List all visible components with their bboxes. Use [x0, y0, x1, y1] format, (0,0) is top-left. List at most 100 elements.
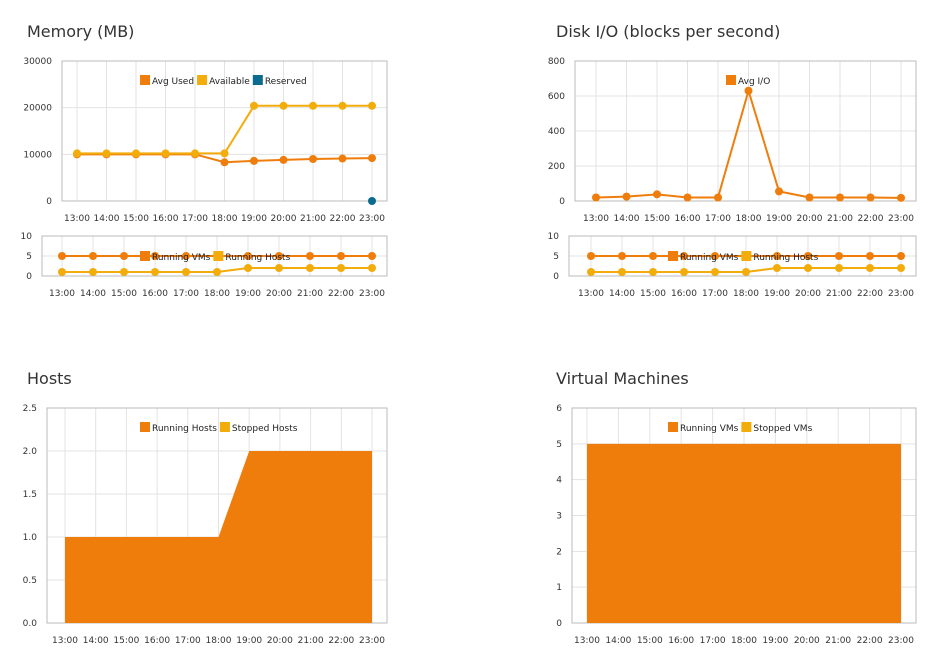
memory-sub-legend-label: Running VMs	[152, 253, 211, 263]
memory-sub-ytick-label: 0	[26, 272, 32, 282]
memory-xtick-label: 14:00	[94, 214, 120, 224]
memory-xtick-label: 13:00	[64, 214, 90, 224]
memory-sub-xtick-label: 21:00	[297, 289, 323, 299]
hosts-ytick-label: 1.0	[23, 533, 38, 543]
memory-ytick-label: 0	[46, 197, 52, 207]
memory-xtick-label: 18:00	[212, 214, 238, 224]
memory-plot-frame	[61, 60, 388, 202]
disk-sub-xtick-label: 20:00	[795, 289, 821, 299]
memory-series-1-point	[309, 101, 317, 110]
memory-sub-legend-swatch	[140, 251, 150, 261]
disk-series-0-point	[592, 193, 600, 202]
memory-series-1-point	[338, 101, 347, 110]
vms-ytick-label: 3	[556, 512, 562, 522]
hosts-xtick-label: 13:00	[52, 636, 78, 646]
disk-series-0-point	[683, 193, 692, 202]
hosts-xtick-label: 21:00	[298, 636, 324, 646]
hosts-xtick-label: 17:00	[175, 636, 201, 646]
disk-sub-xtick-label: 16:00	[671, 289, 697, 299]
memory-sub-plot-frame	[41, 235, 388, 277]
memory-sub-xtick-label: 14:00	[80, 289, 106, 299]
memory-ytick-label: 10000	[23, 150, 52, 160]
disk-sub-ytick-label: 0	[553, 272, 559, 282]
disk-xtick-label: 13:00	[583, 214, 609, 224]
memory-series-2-point	[368, 197, 376, 205]
memory-series-0-point	[368, 154, 376, 163]
vms-xtick-label: 20:00	[794, 636, 820, 646]
disk-legend-swatch	[726, 75, 736, 85]
vms-ytick-label: 2	[556, 547, 562, 557]
memory-series-1-point	[132, 149, 140, 158]
disk-series-0-point	[805, 193, 814, 202]
memory-series-1-point	[250, 101, 258, 110]
memory-series-1-point	[368, 101, 376, 110]
disk-ytick-label: 0	[559, 197, 565, 207]
memory-sub-series-1-point	[306, 264, 314, 272]
memory-xtick-label: 19:00	[241, 214, 267, 224]
vms-legend-label: Running VMs	[680, 424, 739, 434]
disk-sub-series-0-point	[773, 252, 781, 260]
memory-xtick-label: 20:00	[271, 214, 297, 224]
disk-legend-label: Avg I/O	[738, 77, 770, 87]
memory-sub-series-0-point	[368, 252, 376, 260]
memory-sub-series-0-point	[182, 252, 190, 260]
disk-sub-series-1-point	[742, 268, 750, 276]
disk-sub-series-1-point	[773, 264, 781, 272]
disk-series-0-point	[897, 193, 905, 202]
vms-xtick-label: 16:00	[668, 636, 694, 646]
memory-sub-ytick-label: 5	[26, 252, 32, 262]
memory-sub-series-1-point	[213, 268, 221, 276]
memory-title: Memory (MB)	[27, 22, 135, 41]
disk-sub-legend-label: Running Hosts	[753, 253, 818, 263]
hosts-ytick-label: 0.0	[23, 619, 38, 629]
disk-sub-series-0-point	[618, 252, 626, 260]
vms-xtick-label: 13:00	[574, 636, 600, 646]
disk-series-0-point	[836, 193, 844, 202]
memory-sub-series-1-point	[58, 268, 66, 276]
disk-xtick-label: 15:00	[644, 214, 670, 224]
memory-sub-xtick-label: 19:00	[235, 289, 261, 299]
memory-sub-series-0-point	[151, 252, 159, 260]
vms-ytick-label: 4	[556, 476, 562, 486]
disk-sub-ytick-label: 10	[548, 232, 560, 242]
memory-sub-xtick-label: 18:00	[204, 289, 230, 299]
memory-legend-label: Avg Used	[152, 77, 194, 87]
disk-xtick-label: 22:00	[858, 214, 884, 224]
vms-series-0-area	[587, 443, 901, 623]
vms-xtick-label: 19:00	[762, 636, 788, 646]
hosts-title: Hosts	[27, 369, 72, 388]
memory-sub-series-1-point	[244, 264, 252, 272]
vms-legend-label: Stopped VMs	[753, 424, 812, 434]
vms-xtick-label: 23:00	[888, 636, 914, 646]
vms-xtick-label: 17:00	[700, 636, 726, 646]
memory-xtick-label: 21:00	[300, 214, 326, 224]
memory-sub-series-1-point	[368, 264, 376, 272]
memory-sub-series-0-point	[275, 252, 283, 260]
disk-sub-series-0-point	[835, 252, 843, 260]
hosts-xtick-label: 19:00	[236, 636, 262, 646]
disk-sub-legend-swatch	[741, 251, 752, 261]
disk-ytick-label: 600	[548, 92, 565, 102]
memory-xtick-label: 17:00	[182, 214, 208, 224]
disk-sub-series-1-point	[804, 264, 812, 272]
disk-sub-plot-frame	[568, 235, 917, 277]
memory-series-0-point	[309, 155, 317, 163]
disk-sub-xtick-label: 18:00	[733, 289, 759, 299]
memory-sub-xtick-label: 15:00	[111, 289, 137, 299]
disk-sub-series-0-point	[680, 252, 688, 260]
disk-xtick-label: 21:00	[827, 214, 853, 224]
memory-legend-label: Reserved	[265, 77, 307, 87]
disk-sub-xtick-label: 23:00	[888, 289, 914, 299]
hosts-legend-swatch	[140, 422, 150, 432]
vms-xtick-label: 14:00	[605, 636, 631, 646]
vms-ytick-label: 6	[556, 404, 562, 414]
hosts-legend-label: Running Hosts	[152, 424, 217, 434]
memory-sub-series-0-point	[89, 252, 97, 260]
disk-sub-series-0-point	[587, 252, 595, 260]
hosts-legend-label: Stopped Hosts	[232, 424, 298, 434]
memory-series-0-point	[338, 154, 347, 163]
virtual-machines-title: Virtual Machines	[556, 369, 689, 388]
hosts-xtick-label: 18:00	[206, 636, 232, 646]
vms-ytick-label: 5	[556, 440, 562, 450]
